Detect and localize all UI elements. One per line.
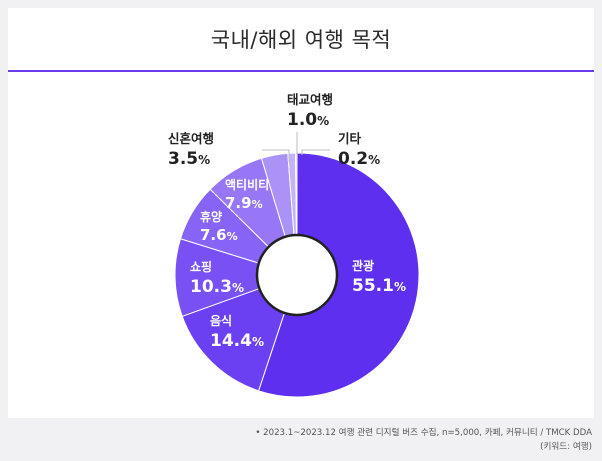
slice-label-태교여행: 태교여행 <box>287 92 333 107</box>
keyword-note: (키워드: 여행) <box>540 442 592 452</box>
slice-label-기타: 기타 <box>338 131 362 146</box>
slice-value-음식: 14.4% <box>210 331 264 351</box>
slice-label-휴양: 휴양 <box>200 209 222 224</box>
slice-value-태교여행: 1.0% <box>287 110 329 130</box>
slice-value-관광: 55.1% <box>352 276 406 296</box>
slice-value-액티비티: 7.9% <box>225 194 263 212</box>
slice-value-신혼여행: 3.5% <box>168 149 210 169</box>
chart-title: 국내/해외 여행 목적 <box>210 28 392 52</box>
leader-line-기타 <box>301 149 330 155</box>
slice-label-관광: 관광 <box>352 258 374 273</box>
slice-label-음식: 음식 <box>210 313 232 328</box>
slice-label-신혼여행: 신혼여행 <box>168 131 214 146</box>
slice-value-기타: 0.2% <box>338 149 380 169</box>
slice-value-쇼핑: 10.3% <box>190 277 244 297</box>
leader-line-신혼여행 <box>262 149 290 162</box>
slice-label-액티비티: 액티비티 <box>225 177 269 192</box>
donut-hole <box>255 233 339 317</box>
slice-value-휴양: 7.6% <box>200 226 238 244</box>
slice-label-쇼핑: 쇼핑 <box>190 259 212 274</box>
title-underline <box>8 70 594 72</box>
source-note: • 2023.1~2023.12 여행 관련 디지털 버즈 수집, n=5,00… <box>255 428 592 438</box>
